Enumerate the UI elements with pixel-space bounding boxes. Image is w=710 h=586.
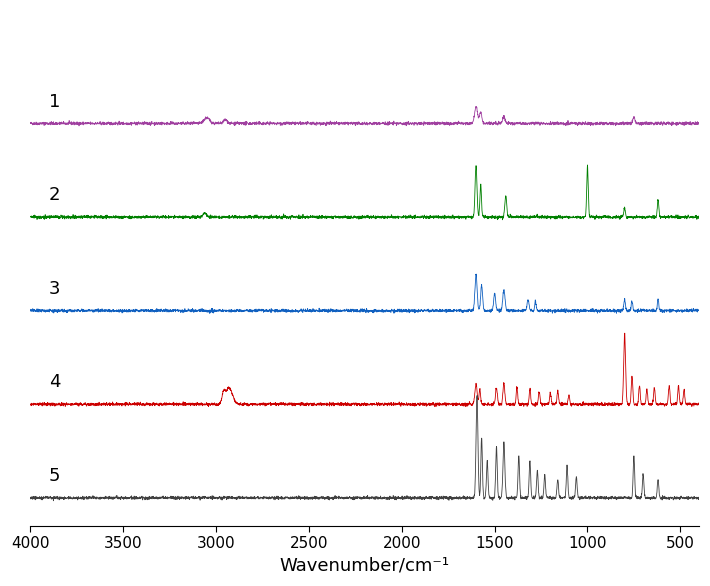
Text: 2: 2: [49, 186, 60, 204]
Text: 5: 5: [49, 467, 60, 485]
Text: 3: 3: [49, 280, 60, 298]
X-axis label: Wavenumber/cm⁻¹: Wavenumber/cm⁻¹: [280, 557, 449, 575]
Text: 1: 1: [49, 93, 60, 111]
Text: 4: 4: [49, 373, 60, 391]
